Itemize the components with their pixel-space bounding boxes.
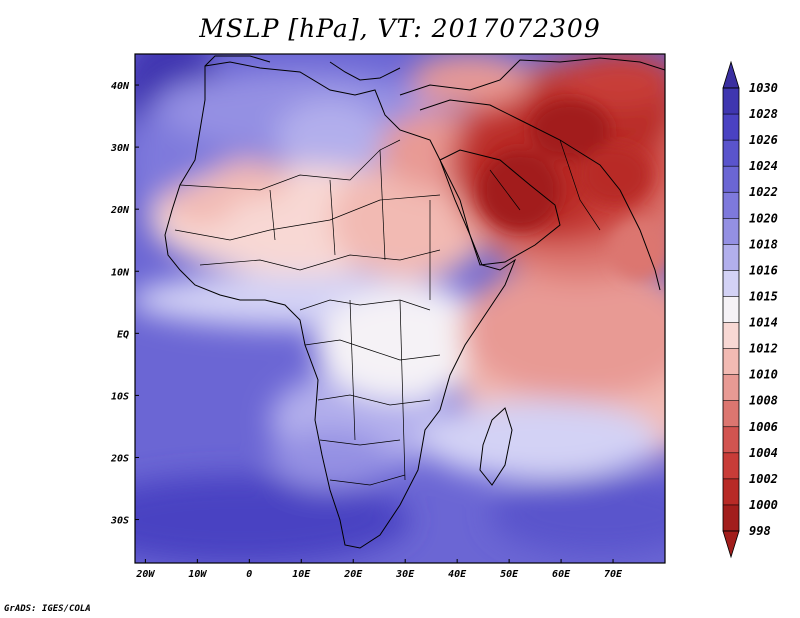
lon-tick-label: 10E: [292, 569, 311, 580]
colorbar-label: 1016: [749, 263, 778, 277]
colorbar-label: 1006: [749, 420, 778, 434]
credit-text: GrADS: IGES/COLA: [4, 604, 91, 614]
lon-tick-label: 50E: [500, 569, 519, 580]
plot-frame: [134, 53, 666, 564]
lon-tick-label: 60E: [552, 569, 571, 580]
latitude-axis: 40N 30N 20N 10N EQ 10S 20S 30S: [110, 81, 139, 527]
plot-title: MSLP [hPa], VT: 2017072309: [199, 14, 601, 43]
lat-tick-label: 10N: [111, 267, 130, 278]
colorbar-label: 1012: [749, 342, 778, 356]
lon-tick-label: 70E: [604, 569, 623, 580]
colorbar-swatch: [723, 426, 739, 454]
colorbar-top-arrow: [722, 60, 740, 89]
lon-tick-label: 0: [246, 569, 252, 580]
colorbar-label: 1018: [749, 237, 778, 251]
colorbar-swatch: [723, 88, 739, 115]
colorbar-swatch: [723, 504, 739, 532]
colorbar-swatch: [723, 114, 739, 141]
colorbar-swatch: [723, 374, 739, 402]
lat-tick-label: EQ: [117, 329, 129, 340]
colorbar-label: 1014: [749, 316, 778, 330]
colorbar-label: 1002: [749, 472, 778, 486]
lat-tick-label: 40N: [111, 81, 130, 92]
lat-tick-label: 20N: [110, 205, 130, 216]
colorbar-swatch: [723, 322, 739, 350]
colorbar-label: 1030: [749, 81, 778, 95]
colorbar-bottom-arrow: [722, 530, 740, 559]
lon-tick-label: 20E: [343, 569, 363, 580]
lon-tick-label: 40E: [448, 569, 467, 580]
colorbar-swatch: [723, 192, 739, 219]
colorbar-swatch: [723, 166, 739, 193]
colorbar-swatch: [723, 270, 739, 297]
lon-tick-label: 30E: [395, 569, 415, 580]
colorbar-label: 1026: [749, 133, 778, 147]
colorbar-label: 1022: [749, 185, 778, 199]
colorbar-label: 1004: [749, 446, 778, 460]
colorbar-label: 1015: [749, 289, 778, 303]
longitude-axis: 20W 10W 0 10E 20E 30E 40E 50E 60E 70E: [135, 559, 623, 580]
colorbar-swatch: [723, 218, 739, 245]
coastlines: [164, 55, 665, 549]
colorbar-swatch: [723, 452, 739, 480]
colorbar-label: 1000: [749, 498, 778, 512]
colorbar-label: 1028: [749, 107, 778, 121]
colorbar-swatch: [723, 296, 739, 324]
colorbar-swatch: [723, 140, 739, 167]
pressure-field: [135, 54, 665, 563]
colorbar-label: 1020: [749, 211, 778, 225]
lat-tick-label: 20S: [110, 453, 129, 464]
colorbar-swatch: [723, 478, 739, 506]
colorbar-swatch: [723, 244, 739, 271]
lon-tick-label: 20W: [135, 569, 155, 580]
colorbar-swatch: [723, 400, 739, 428]
lat-tick-label: 30N: [110, 143, 130, 154]
colorbar-swatch: [723, 348, 739, 376]
lon-tick-label: 10W: [188, 569, 207, 580]
colorbar-label: 1008: [749, 394, 778, 408]
colorbar: 1030 1028 1026 1024 1022 1020 1018 1016 1015 1014…: [722, 60, 778, 559]
colorbar-label: 1010: [749, 368, 778, 382]
lat-tick-label: 10S: [111, 391, 129, 402]
colorbar-label: 1024: [749, 159, 778, 173]
lat-tick-label: 30S: [110, 516, 129, 527]
colorbar-label: 998: [749, 524, 771, 538]
